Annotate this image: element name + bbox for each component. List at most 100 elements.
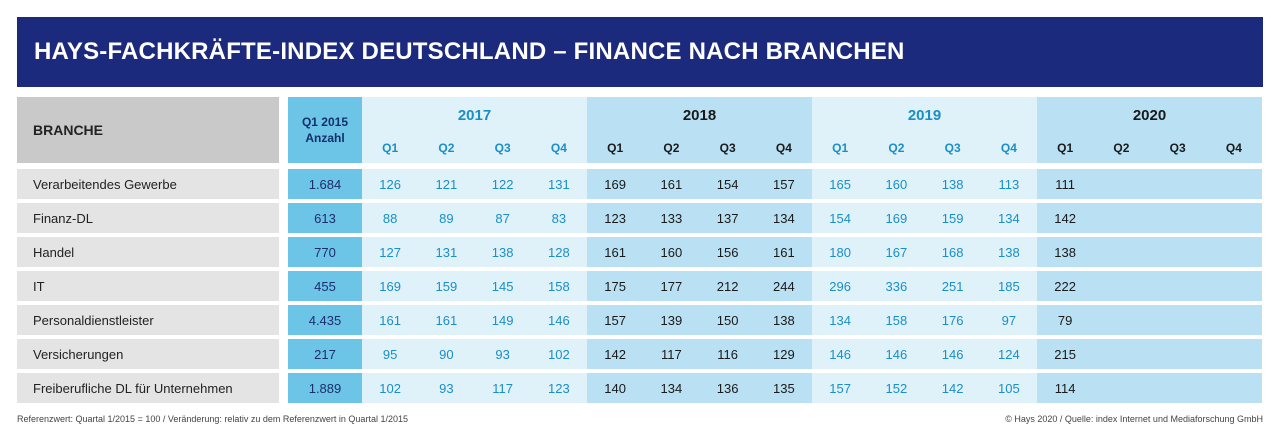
index-value-2020-q4	[1206, 271, 1262, 301]
index-value-2017-q1: 88	[382, 210, 398, 226]
index-value-2017-q1: 95	[382, 346, 398, 362]
index-value-2019-q4: 97	[1001, 312, 1017, 328]
index-value-2020-q4	[1206, 305, 1262, 335]
index-value-2017-q2: 90	[439, 346, 454, 362]
index-value-2020-q1: 111	[1055, 176, 1075, 192]
index-value-2018-q4: 135	[773, 380, 795, 396]
row-year-bg	[812, 373, 1037, 403]
index-value-2019-q2: 152	[885, 380, 908, 396]
index-value-2020-q2	[1093, 203, 1149, 233]
index-value-2019-q2: 158	[885, 312, 908, 328]
year-header-band-2018	[587, 97, 812, 163]
row-year-bg	[587, 203, 812, 233]
quarter-label-2020-q2: Q2	[1113, 141, 1130, 155]
reference-count: 613	[288, 203, 362, 233]
row-year-bg	[587, 271, 812, 301]
row-year-bg	[1037, 237, 1262, 267]
index-value-2018-q4: 138	[773, 312, 795, 328]
index-value-2020-q4	[1206, 203, 1262, 233]
quarter-label-2017-q4: Q4	[550, 141, 567, 155]
index-value-2018-q4: 129	[773, 346, 795, 362]
index-value-2020-q1: 79	[1057, 312, 1073, 328]
row-year-bg	[362, 237, 587, 267]
index-value-2019-q3: 142	[941, 380, 964, 396]
index-value-2018-q2: 133	[660, 210, 683, 226]
row-year-bg	[362, 305, 587, 335]
quarter-label-2019-q2: Q2	[888, 141, 905, 155]
index-value-2020-q2	[1093, 237, 1149, 267]
reference-count: 455	[288, 271, 362, 301]
index-value-2020-q3	[1150, 203, 1206, 233]
index-value-2017-q4: 158	[548, 278, 570, 294]
row-year-bg	[812, 169, 1037, 199]
row-year-bg	[587, 373, 812, 403]
year-header-band-2019	[812, 97, 1037, 163]
index-value-2017-q3: 93	[495, 346, 510, 362]
index-value-2017-q1: 169	[379, 278, 401, 294]
index-value-2020-q1: 222	[1054, 278, 1076, 294]
index-value-2018-q3: 136	[716, 380, 739, 396]
row-year-bg	[1037, 169, 1262, 199]
index-value-2017-q2: 159	[435, 278, 458, 294]
index-value-2018-q3: 212	[716, 278, 739, 294]
reference-header-line2: Anzahl	[305, 131, 345, 145]
year-header-band-2020	[1037, 97, 1262, 163]
row-year-bg	[362, 169, 587, 199]
index-value-2020-q2	[1093, 339, 1149, 369]
index-value-2019-q1: 154	[829, 210, 851, 226]
reference-count: 1.684	[288, 169, 362, 199]
index-value-2018-q1: 169	[604, 176, 626, 192]
quarter-label-2017-q3: Q3	[494, 141, 511, 155]
row-year-bg	[362, 203, 587, 233]
index-value-2017-q4: 123	[548, 380, 570, 396]
index-value-2017-q3: 117	[492, 380, 513, 396]
index-value-2017-q4: 146	[548, 312, 570, 328]
index-value-2017-q1: 102	[379, 380, 401, 396]
row-year-bg	[812, 203, 1037, 233]
index-value-2019-q2: 167	[885, 244, 908, 260]
index-value-2020-q2	[1093, 305, 1149, 335]
index-value-2018-q3: 156	[716, 244, 739, 260]
index-value-2018-q1: 142	[604, 346, 626, 362]
index-value-2019-q2: 160	[885, 176, 908, 192]
index-value-2020-q4	[1206, 373, 1262, 403]
index-value-2019-q1: 296	[829, 278, 851, 294]
branche-name: Verarbeitendes Gewerbe	[17, 169, 279, 199]
row-year-bg	[1037, 305, 1262, 335]
index-value-2018-q3: 150	[716, 312, 739, 328]
index-value-2018-q2: 134	[660, 380, 683, 396]
reference-header-line1: Q1 2015	[301, 115, 349, 129]
index-value-2020-q3	[1150, 373, 1206, 403]
index-value-2017-q3: 149	[491, 312, 514, 328]
index-value-2017-q4: 128	[548, 244, 570, 260]
index-value-2019-q3: 138	[941, 176, 964, 192]
index-value-2020-q4	[1206, 339, 1262, 369]
quarter-label-2017-q1: Q1	[382, 141, 399, 155]
index-value-2019-q1: 146	[829, 346, 851, 362]
quarter-label-2018-q4: Q4	[775, 141, 792, 155]
row-year-bg	[587, 339, 812, 369]
index-value-2017-q4: 131	[548, 176, 570, 192]
index-value-2020-q1: 142	[1054, 210, 1076, 226]
index-value-2018-q2: 139	[660, 312, 683, 328]
row-year-bg	[587, 305, 812, 335]
index-value-2017-q3: 145	[491, 278, 514, 294]
row-year-bg	[1037, 271, 1262, 301]
index-value-2017-q4: 102	[548, 346, 570, 362]
index-value-2018-q1: 123	[604, 210, 626, 226]
index-value-2017-q4: 83	[551, 210, 567, 226]
row-year-bg	[362, 339, 587, 369]
index-value-2018-q2: 177	[660, 278, 683, 294]
quarter-label-2019-q3: Q3	[944, 141, 961, 155]
year-label-2020: 2020	[1132, 106, 1167, 124]
index-value-2017-q1: 126	[379, 176, 401, 192]
row-year-bg	[1037, 203, 1262, 233]
year-label-2018: 2018	[682, 106, 717, 124]
index-value-2017-q3: 138	[491, 244, 514, 260]
index-value-2019-q4: 134	[998, 210, 1020, 226]
row-year-bg	[587, 169, 812, 199]
index-value-2018-q2: 161	[660, 176, 683, 192]
index-value-2020-q4	[1206, 169, 1262, 199]
reference-count: 770	[288, 237, 362, 267]
index-value-2020-q2	[1093, 271, 1149, 301]
